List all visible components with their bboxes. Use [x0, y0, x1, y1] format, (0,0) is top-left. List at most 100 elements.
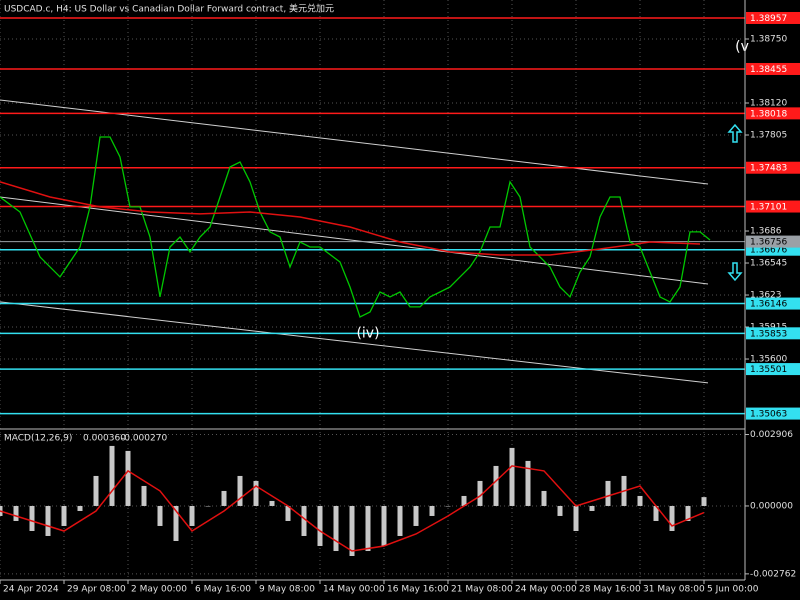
wave-label: (v: [735, 39, 749, 55]
level-label: 1.35063: [750, 410, 787, 420]
level-tag: [746, 327, 800, 340]
x-tick-label: 28 May 16:00: [579, 585, 641, 595]
histogram-bar: [269, 500, 275, 506]
down-arrow: [727, 262, 743, 282]
chart-title: USDCAD.c, H4: US Dollar vs Canadian Doll…: [4, 3, 334, 15]
x-tick-label: 24 May 00:00: [515, 585, 577, 595]
histogram-bar: [29, 505, 35, 531]
y-tick-label: 1.38120: [750, 99, 787, 109]
histogram-bar: [429, 505, 435, 516]
histogram-bar: [333, 505, 339, 552]
histogram-bar: [253, 480, 259, 506]
level-label: 1.36676: [750, 246, 787, 256]
histogram-bar: [653, 505, 659, 521]
histogram-bar: [125, 450, 131, 506]
histogram-bar: [397, 505, 403, 536]
x-tick-label: 31 May 08:00: [643, 585, 705, 595]
level-tag: [746, 407, 800, 420]
y-tick-label: -0.002762: [750, 569, 796, 579]
x-tick-label: 2 May 00:00: [131, 585, 187, 595]
x-tick-label: 21 May 08:00: [451, 585, 513, 595]
histogram-bar: [413, 505, 419, 526]
histogram-bar: [61, 505, 67, 526]
x-tick-label: 6 May 16:00: [195, 585, 251, 595]
series-line: [0, 136, 711, 318]
x-tick-label: 5 Jun 00:00: [707, 585, 759, 595]
level-tag: [746, 200, 800, 213]
histogram-bar: [45, 505, 51, 536]
histogram-bar: [205, 505, 211, 507]
macd-readout: -0.000270: [121, 434, 167, 444]
level-label: 1.36146: [750, 300, 787, 310]
level-label: 1.37483: [750, 164, 787, 174]
histogram-bar: [589, 505, 595, 511]
histogram-bar: [349, 505, 355, 556]
histogram-bar: [461, 495, 467, 506]
histogram-bar: [525, 460, 531, 506]
histogram-bar: [317, 505, 323, 546]
level-label: 1.38957: [750, 14, 787, 24]
histogram-bar: [93, 475, 99, 506]
histogram-bar: [557, 505, 563, 516]
level-tag: [746, 62, 800, 75]
channel-line: [0, 196, 709, 285]
current-price-tag: [746, 235, 800, 248]
y-tick-label: 1.37805: [750, 131, 787, 141]
histogram-bar: [701, 497, 707, 506]
histogram-bar: [109, 445, 115, 506]
histogram-bar: [477, 480, 483, 506]
y-tick-label: 1.36545: [750, 259, 787, 269]
histogram-bar: [285, 505, 291, 521]
y-tick-label: 1.35600: [750, 355, 787, 365]
macd-readout: 0.000360: [83, 434, 126, 444]
histogram-bar: [237, 475, 243, 506]
x-tick-label: 9 May 08:00: [259, 585, 315, 595]
y-tick-label: 1.3623: [750, 291, 782, 301]
level-tag: [746, 161, 800, 174]
histogram-bar: [509, 447, 515, 506]
histogram-bar: [173, 505, 179, 541]
histogram-bar: [77, 505, 83, 511]
histogram-bar: [301, 505, 307, 536]
histogram-bar: [157, 505, 163, 526]
up-arrow: [727, 123, 743, 143]
histogram-bar: [189, 505, 195, 526]
level-label: 1.35853: [750, 329, 787, 339]
level-tag: [746, 363, 800, 376]
y-tick-label: 1.38750: [750, 35, 787, 45]
level-label: 1.38018: [750, 109, 787, 119]
histogram-bar: [221, 490, 227, 506]
current-price-label: 1.36756: [750, 238, 787, 248]
level-label: 1.35501: [750, 365, 787, 375]
level-tag: [746, 11, 800, 24]
macd-title: MACD(12,26,9): [4, 434, 72, 444]
histogram-bar: [541, 490, 547, 506]
x-tick-label: 14 May 00:00: [323, 585, 385, 595]
histogram-bar: [381, 505, 387, 546]
wave-label: (iv): [356, 325, 379, 341]
histogram-bar: [365, 505, 371, 552]
y-tick-label: 0.002906: [750, 430, 793, 440]
histogram-bar: [605, 480, 611, 506]
series-line: [0, 465, 705, 552]
level-label: 1.38455: [750, 65, 787, 75]
histogram-bar: [13, 505, 19, 521]
histogram-bar: [141, 485, 147, 506]
level-tag: [746, 107, 800, 120]
series-line: [0, 181, 701, 256]
histogram-bar: [573, 505, 579, 531]
level-tag: [746, 297, 800, 310]
level-label: 1.37101: [750, 203, 787, 213]
histogram-bar: [685, 505, 691, 521]
x-tick-label: 24 Apr 2024: [3, 585, 59, 595]
y-tick-label: 0.000000: [750, 501, 793, 511]
histogram-bar: [493, 465, 499, 506]
histogram-bar: [669, 505, 675, 531]
y-tick-label: 1.3686: [750, 227, 782, 237]
x-tick-label: 29 Apr 08:00: [67, 585, 126, 595]
histogram-bar: [445, 505, 451, 507]
x-tick-label: 16 May 16:00: [387, 585, 449, 595]
histogram-bar: [637, 495, 643, 506]
